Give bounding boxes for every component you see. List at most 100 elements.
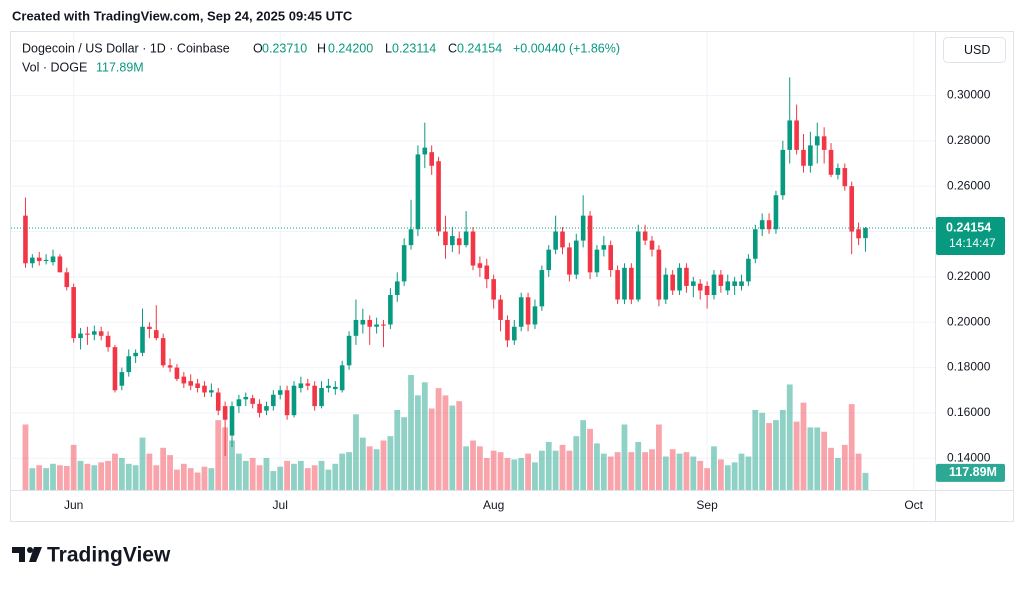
x-tick-label: Aug	[483, 498, 504, 512]
volume-bar	[194, 472, 201, 490]
candle-body	[842, 168, 848, 187]
volume-bar	[490, 450, 497, 490]
currency[interactable]: USD	[964, 43, 990, 57]
candle-body	[222, 406, 228, 420]
candle-body	[594, 249, 600, 273]
candle-body	[642, 231, 648, 241]
candle-body	[491, 279, 496, 300]
ohlc-value: 0.24200	[328, 41, 373, 55]
candle-body	[567, 247, 572, 275]
candle-body	[821, 136, 827, 150]
volume-bar	[442, 395, 449, 490]
candle-body	[456, 238, 462, 246]
volume-bar	[180, 463, 187, 490]
candle-body	[601, 245, 607, 250]
candle-body	[119, 372, 125, 386]
volume-bar	[545, 441, 552, 490]
volume-bar	[814, 427, 821, 490]
volume-bar	[118, 457, 125, 490]
symbol-title: Dogecoin / US Dollar · 1D · Coinbase	[22, 41, 230, 55]
candle-body	[167, 365, 173, 368]
candle-body	[684, 267, 689, 286]
volume-bar	[470, 440, 476, 490]
currency-button[interactable]	[943, 37, 1006, 63]
frame	[10, 31, 1014, 522]
volume-bar	[731, 462, 738, 490]
y-tick-label: 0.16000	[947, 405, 991, 419]
candle-body	[326, 385, 331, 388]
candle-body	[50, 256, 56, 263]
y-tick-label: 0.28000	[947, 133, 991, 147]
volume-bar	[187, 468, 194, 490]
last-volume-label: 117.89M	[949, 465, 997, 479]
logo-mark	[29, 547, 42, 562]
volume-bar	[724, 465, 731, 490]
y-tick-label: 0.26000	[947, 178, 991, 192]
candle-body	[98, 331, 104, 336]
caption: Created with TradingView.com, Sep 24, 20…	[12, 8, 353, 23]
volume-bar	[394, 409, 401, 490]
volume-bar	[807, 427, 814, 490]
candle-body	[319, 387, 324, 407]
volume-bar	[456, 401, 463, 490]
volume-bar	[346, 452, 352, 490]
candle-body	[374, 324, 379, 327]
ohlc-key: O	[253, 41, 263, 55]
volume-bar	[704, 468, 710, 490]
volume-bar	[504, 457, 511, 490]
volume-bar	[435, 388, 442, 490]
candle-body	[725, 281, 731, 291]
candle-body	[112, 347, 118, 391]
volume-bar	[683, 452, 690, 490]
volume-bar	[112, 453, 118, 490]
candle-body	[759, 220, 765, 230]
candle-body	[780, 149, 786, 196]
candle-body	[801, 149, 806, 166]
ohlc-key: C	[448, 41, 457, 55]
volume-bar	[22, 424, 29, 490]
volume-bar	[855, 453, 862, 490]
candle-body	[663, 274, 669, 300]
candle-body	[649, 240, 655, 250]
volume-bar	[50, 463, 56, 490]
volume-bar	[766, 423, 772, 490]
candle-body	[264, 406, 269, 411]
brand: TradingView	[47, 544, 171, 567]
volume-bar	[353, 414, 359, 490]
candle-body	[484, 265, 490, 280]
candle-body	[153, 330, 159, 339]
candle-body	[257, 403, 262, 413]
candle-body	[92, 331, 97, 335]
volume-bar	[139, 437, 146, 490]
volume-bar	[580, 420, 587, 490]
candle-body	[415, 154, 421, 230]
candle-body	[284, 390, 290, 416]
logo-mark	[12, 547, 25, 562]
volume-bar	[29, 468, 36, 490]
candle-body	[78, 333, 83, 339]
volume-bar	[387, 436, 394, 490]
volume-bar	[380, 440, 387, 490]
volume-bar	[270, 471, 277, 490]
candle-body	[732, 281, 737, 286]
candle-body	[477, 263, 483, 268]
candle-body	[147, 326, 152, 330]
candle-body	[429, 152, 434, 166]
candle-body	[849, 186, 854, 232]
volume-bar	[359, 437, 366, 490]
volume-bar	[752, 409, 759, 490]
volume-bar	[146, 453, 153, 490]
countdown: 14:14:47	[949, 236, 996, 250]
candle-body	[863, 228, 868, 239]
candle-body	[518, 297, 524, 327]
x-tick-label: Oct	[904, 498, 923, 512]
volume-title: Vol · DOGE	[22, 60, 87, 74]
y-tick-label: 0.14000	[947, 450, 991, 464]
volume-bar	[717, 459, 724, 490]
candle-body	[608, 245, 614, 271]
volume-bar	[711, 446, 717, 490]
candle-body	[388, 295, 393, 325]
candle-body	[339, 365, 345, 391]
candle-body	[573, 240, 579, 275]
